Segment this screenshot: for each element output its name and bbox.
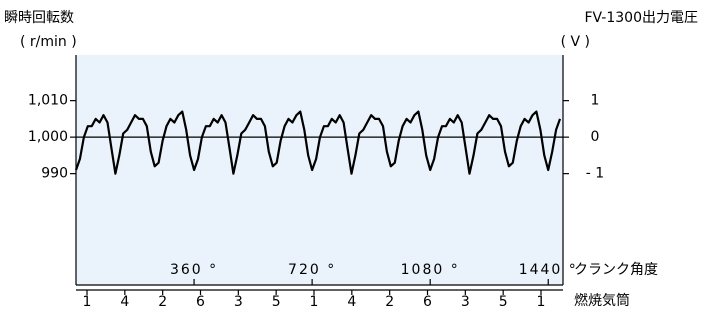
x2-tick-label: 6 <box>423 294 432 310</box>
x2-tick-label: 3 <box>461 294 470 310</box>
y-axis-unit: ( r/min ) <box>20 34 77 50</box>
x2-tick-label: 3 <box>234 294 243 310</box>
x2-tick-label: 4 <box>347 294 356 310</box>
x2-tick-label: 6 <box>196 294 205 310</box>
x2-tick-label: 1 <box>310 294 319 310</box>
x-tick-label: 1440 ° <box>519 262 578 278</box>
x-axis-label: クランク角度 <box>574 262 658 278</box>
x2-tick-label: 5 <box>499 294 508 310</box>
plot-area <box>76 55 563 285</box>
x2-tick-label: 2 <box>385 294 394 310</box>
y-axis-label: 瞬時回転数 <box>4 10 74 26</box>
y2-tick-label: 1 <box>591 93 600 109</box>
y2-axis-label: FV-1300出力電圧 <box>585 10 699 26</box>
x-tick-label: 1080 ° <box>401 262 460 278</box>
x-tick-label: 720 ° <box>288 262 336 278</box>
y2-tick-label: 0 <box>591 129 600 145</box>
y2-axis-unit: ( V ) <box>561 34 590 50</box>
x2-tick-label: 4 <box>120 294 129 310</box>
x2-axis-label: 燃焼気筒 <box>574 292 630 309</box>
x2-tick-label: 1 <box>537 294 546 310</box>
y-tick-label: 990 <box>41 166 68 182</box>
x2-tick-label: 1 <box>83 294 92 310</box>
y-tick-label: 1,010 <box>28 93 68 109</box>
y-tick-label: 1,000 <box>28 129 68 145</box>
x-tick-label: 360 ° <box>170 262 218 278</box>
y2-tick-label: - 1 <box>586 166 604 182</box>
x2-tick-label: 5 <box>272 294 281 310</box>
x2-tick-label: 2 <box>158 294 167 310</box>
line-series <box>74 110 562 175</box>
